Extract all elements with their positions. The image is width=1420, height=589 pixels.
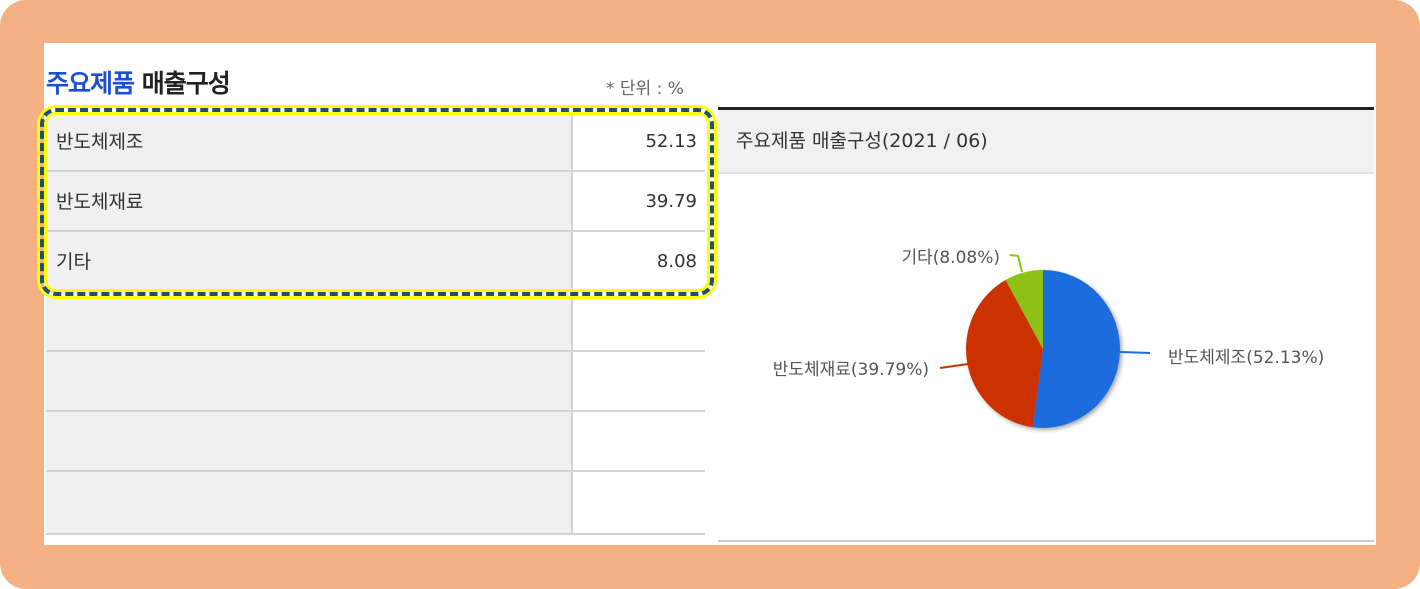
empty-cell <box>573 292 705 350</box>
empty-cell <box>573 412 705 470</box>
empty-cell <box>46 352 573 410</box>
slice-label-1: 반도체재료(39.79%) <box>773 360 929 380</box>
pie-slice-0 <box>1032 270 1120 428</box>
row-label: 반도체제조 <box>46 112 573 170</box>
table-row-empty <box>46 292 705 352</box>
row-value: 52.13 <box>573 112 705 170</box>
table-row-empty <box>46 412 705 472</box>
row-value: 39.79 <box>573 172 705 230</box>
leader-line-1 <box>939 363 969 369</box>
leader-line-2 <box>1009 254 1023 273</box>
table-row: 반도체제조 52.13 <box>46 112 705 172</box>
pie-slice-1 <box>966 279 1043 428</box>
empty-cell <box>573 352 705 410</box>
pie-slice-2 <box>1005 270 1043 349</box>
table-row: 반도체재료 39.79 <box>46 172 705 232</box>
title-sub: 매출구성 <box>141 69 231 98</box>
slice-label-2: 기타(8.08%) <box>901 248 1000 268</box>
table-row-empty <box>46 472 705 535</box>
leader-line-0 <box>1119 351 1151 354</box>
row-label: 반도체재료 <box>46 172 573 230</box>
section-title: 주요제품 매출구성 <box>46 64 231 100</box>
table-row-empty <box>46 352 705 412</box>
empty-cell <box>573 472 705 533</box>
chart-panel: 주요제품 매출구성(2021 / 06) <box>718 107 1374 542</box>
unit-label: * 단위 : % <box>606 79 684 99</box>
empty-cell <box>46 292 573 350</box>
table-row: 기타 8.08 <box>46 232 705 292</box>
title-main: 주요제품 <box>46 69 135 98</box>
empty-cell <box>46 472 573 533</box>
slice-label-0: 반도체제조(52.13%) <box>1168 348 1324 368</box>
empty-cell <box>46 412 573 470</box>
row-value: 8.08 <box>573 232 705 290</box>
sales-table: 반도체제조 52.13 반도체재료 39.79 기타 8.08 <box>46 112 705 535</box>
row-label: 기타 <box>46 232 573 290</box>
highlight-box <box>40 108 714 296</box>
chart-title: 주요제품 매출구성(2021 / 06) <box>718 110 1374 174</box>
